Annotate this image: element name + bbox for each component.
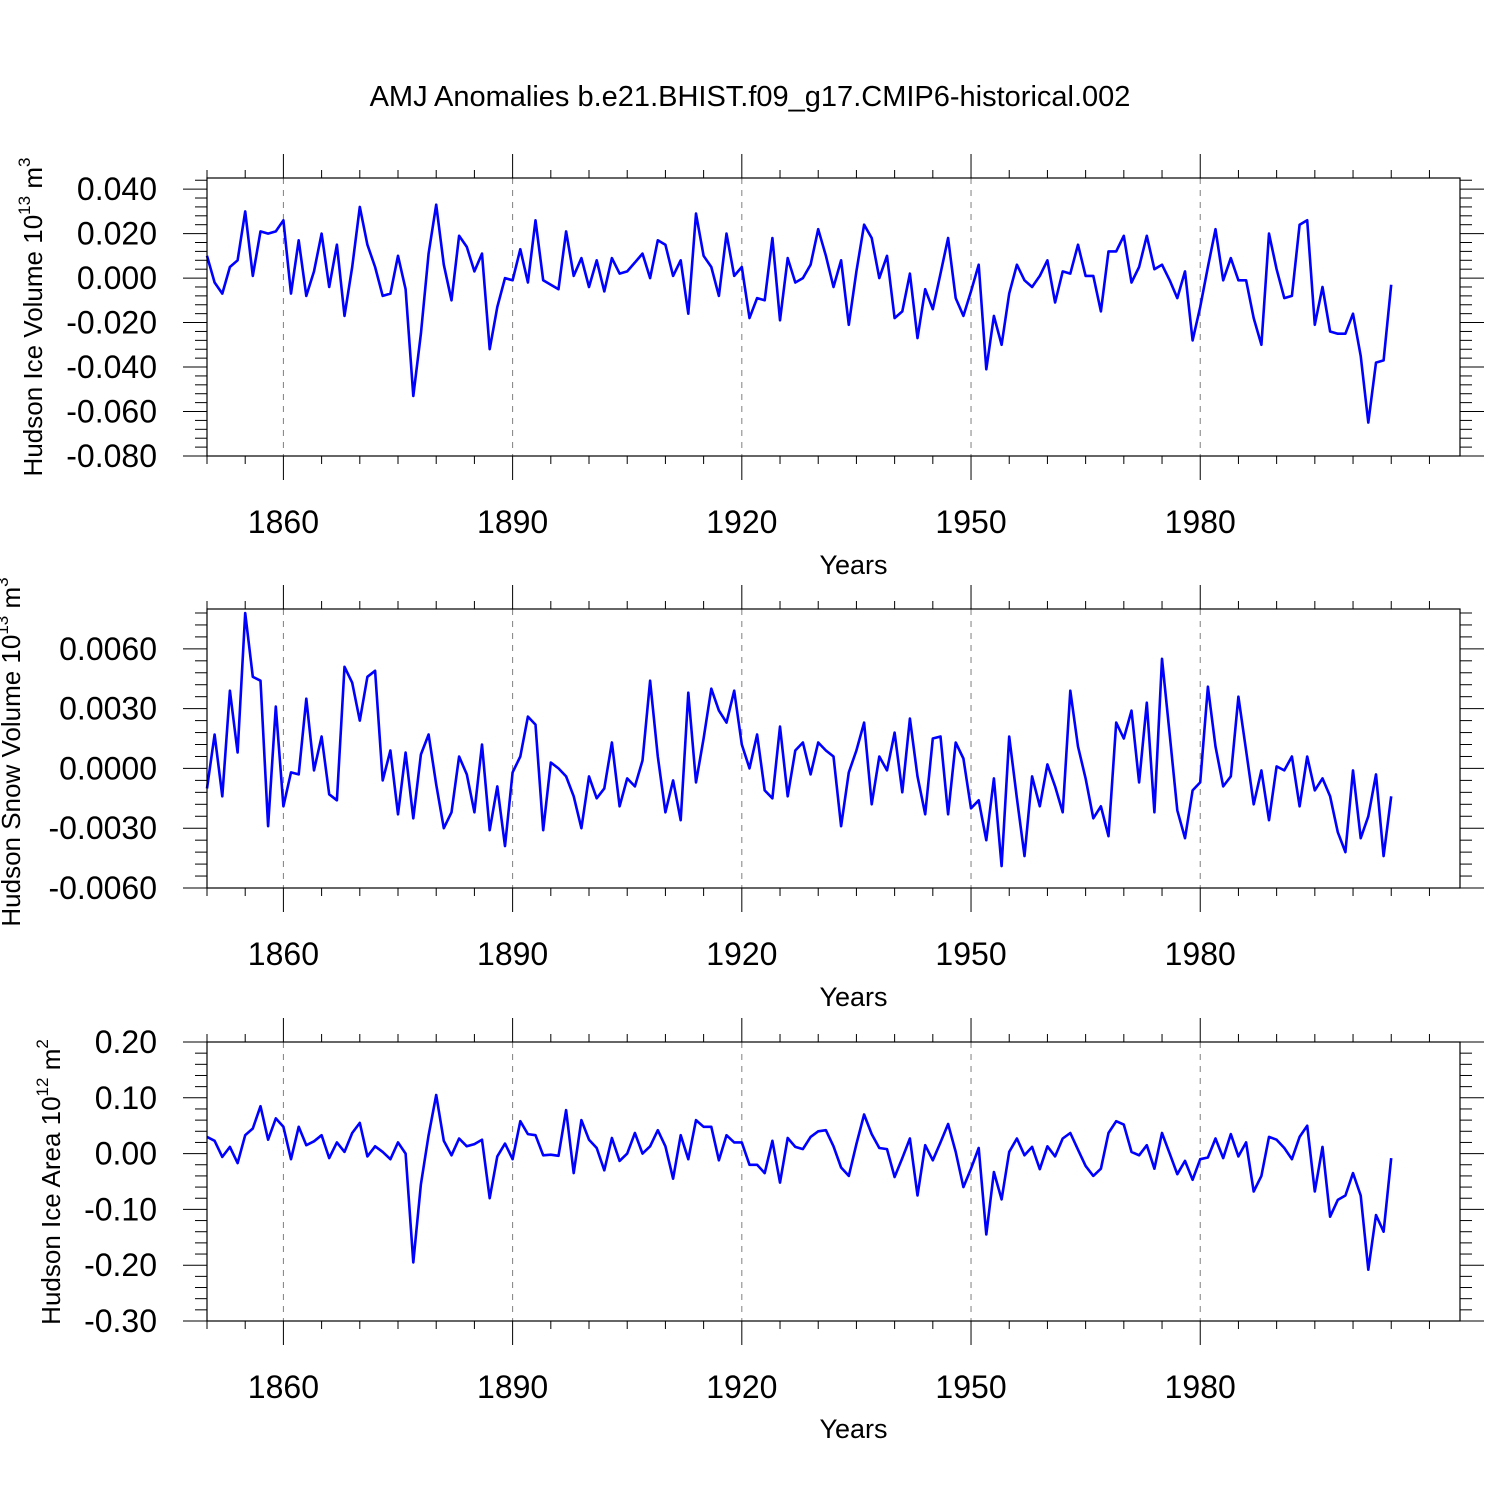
x-tick-label: 1860	[248, 936, 319, 972]
x-tick-label: 1950	[935, 936, 1006, 972]
plot-frame	[206, 608, 1461, 889]
y-tick-label: 0.020	[77, 216, 157, 252]
x-tick-label: 1980	[1165, 936, 1236, 972]
panel-2: 1860 1890 1920 1950 1980 0.0060 0.0030 0.0000 -0…	[0, 577, 1484, 1012]
y-axis-label: Hudson Ice Volume 1013 m3	[15, 158, 48, 477]
plot-frame	[206, 177, 1461, 457]
panel-1: 1860 1890 1920 1950 1980 0.040 0.020 0.000 -0.02…	[15, 154, 1484, 580]
y-tick-label: -0.30	[84, 1303, 157, 1339]
y-tick-label: 0.040	[77, 171, 157, 207]
y-tick-label: 0.0060	[59, 631, 157, 667]
x-tick-label: 1980	[1165, 504, 1236, 540]
series-line	[205, 203, 1393, 424]
x-tick-label: 1950	[935, 504, 1006, 540]
x-tick-label: 1950	[935, 1369, 1006, 1405]
panel-3: 1860 1890 1920 1950 1980 0.20 0.10 0.00 -0.10 -0.…	[33, 1018, 1484, 1444]
series-line	[206, 1093, 1393, 1271]
x-tick-label: 1890	[477, 936, 548, 972]
y-tick-label: 0.0030	[59, 691, 157, 727]
x-axis-label: Years	[819, 550, 887, 580]
x-tick-label: 1890	[477, 1369, 548, 1405]
x-axis-label: Years	[819, 1414, 887, 1444]
x-axis-label: Years	[819, 982, 887, 1012]
plot-frame	[206, 1041, 1461, 1322]
x-tick-label: 1890	[477, 504, 548, 540]
y-tick-label: 0.00	[95, 1136, 157, 1172]
x-tick-label: 1860	[248, 1369, 319, 1405]
figure-title: AMJ Anomalies b.e21.BHIST.f09_g17.CMIP6-…	[370, 81, 1131, 113]
y-tick-label: 0.000	[77, 260, 157, 296]
y-tick-label: -0.080	[66, 438, 157, 474]
x-tick-label: 1920	[706, 1369, 777, 1405]
y-axis-label: Hudson Snow Volume 1013 m3	[0, 577, 26, 926]
x-tick-label: 1920	[706, 504, 777, 540]
x-tick-label: 1920	[706, 936, 777, 972]
y-tick-label: -0.0030	[48, 810, 157, 846]
y-tick-label: -0.020	[66, 305, 157, 341]
y-tick-label: 0.0000	[59, 750, 157, 786]
y-tick-label: -0.0060	[48, 870, 157, 906]
x-tick-label: 1980	[1165, 1369, 1236, 1405]
x-tick-label: 1860	[248, 504, 319, 540]
y-axis-label: Hudson Ice Area 1012 m2	[33, 1039, 66, 1325]
y-tick-label: -0.10	[84, 1191, 157, 1227]
y-tick-label: 0.20	[95, 1024, 157, 1060]
y-tick-label: 0.10	[95, 1080, 157, 1116]
series-line	[205, 611, 1393, 868]
y-tick-label: -0.20	[84, 1247, 157, 1283]
y-tick-label: -0.060	[66, 394, 157, 430]
y-tick-label: -0.040	[66, 349, 157, 385]
